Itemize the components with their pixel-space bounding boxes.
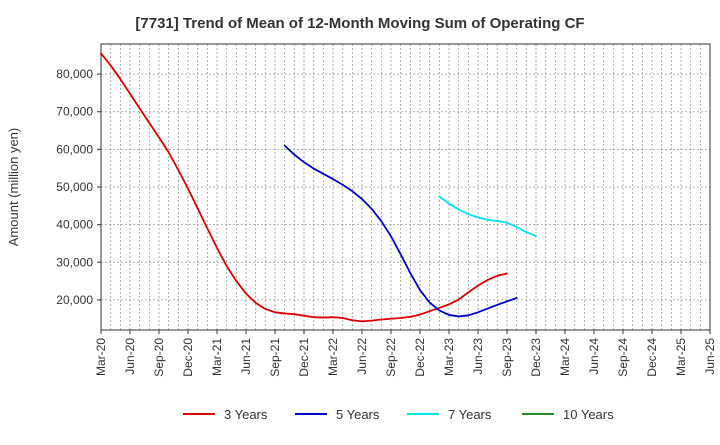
x-tick-label: Dec-21 xyxy=(297,338,311,377)
x-tick-label: Jun-25 xyxy=(703,338,717,375)
x-tick-label: Jun-24 xyxy=(587,338,601,375)
chart-title: [7731] Trend of Mean of 12-Month Moving … xyxy=(135,15,584,32)
y-tick-label: 80,000 xyxy=(56,67,93,81)
x-tick-label: Sep-21 xyxy=(268,338,282,377)
x-tick-label: Dec-23 xyxy=(529,338,543,377)
y-tick-label: 40,000 xyxy=(56,218,93,232)
series-line-3-years xyxy=(100,52,508,323)
y-tick-label: 20,000 xyxy=(56,293,93,307)
legend-label-7-years: 7 Years xyxy=(448,407,492,422)
legend-label-3-years: 3 Years xyxy=(224,407,268,422)
series-lines xyxy=(100,52,537,323)
y-tick-label: 50,000 xyxy=(56,180,93,194)
x-tick-label: Jun-22 xyxy=(355,338,369,375)
x-tick-label: Mar-21 xyxy=(210,338,224,376)
legend-label-5-years: 5 Years xyxy=(336,407,380,422)
x-tick-label: Mar-23 xyxy=(442,338,456,376)
y-tick-label: 30,000 xyxy=(56,255,93,269)
x-tick-label: Dec-20 xyxy=(181,338,195,377)
x-axis: Mar-20 Jun-20 Sep-20 Dec-20 Mar-21 Jun-21 Sep-… xyxy=(94,330,717,377)
legend: 3 Years 5 Years 7 Years 10 Years xyxy=(183,407,614,422)
x-tick-label: Mar-20 xyxy=(94,338,108,376)
x-tick-label: Mar-24 xyxy=(558,338,572,376)
y-tick-label: 60,000 xyxy=(56,142,93,156)
chart-grid xyxy=(101,44,710,330)
x-tick-label: Jun-21 xyxy=(239,338,253,375)
x-tick-label: Mar-25 xyxy=(674,338,688,376)
x-tick-label: Jun-20 xyxy=(123,338,137,375)
y-axis: 20,000 30,000 40,000 50,000 60,000 70,000 80,0… xyxy=(56,67,101,307)
x-tick-label: Jun-23 xyxy=(471,338,485,375)
x-tick-label: Dec-24 xyxy=(645,338,659,377)
x-tick-label: Sep-22 xyxy=(384,338,398,377)
y-axis-label: Amount (million yen) xyxy=(6,128,21,247)
x-tick-label: Sep-20 xyxy=(152,338,166,377)
x-tick-label: Dec-22 xyxy=(413,338,427,377)
x-tick-label: Sep-24 xyxy=(616,338,630,377)
y-tick-label: 70,000 xyxy=(56,105,93,119)
series-line-7-years xyxy=(438,195,537,237)
legend-label-10-years: 10 Years xyxy=(563,407,614,422)
x-tick-label: Sep-23 xyxy=(500,338,514,377)
x-tick-label: Mar-22 xyxy=(326,338,340,376)
series-line-5-years xyxy=(283,144,518,318)
